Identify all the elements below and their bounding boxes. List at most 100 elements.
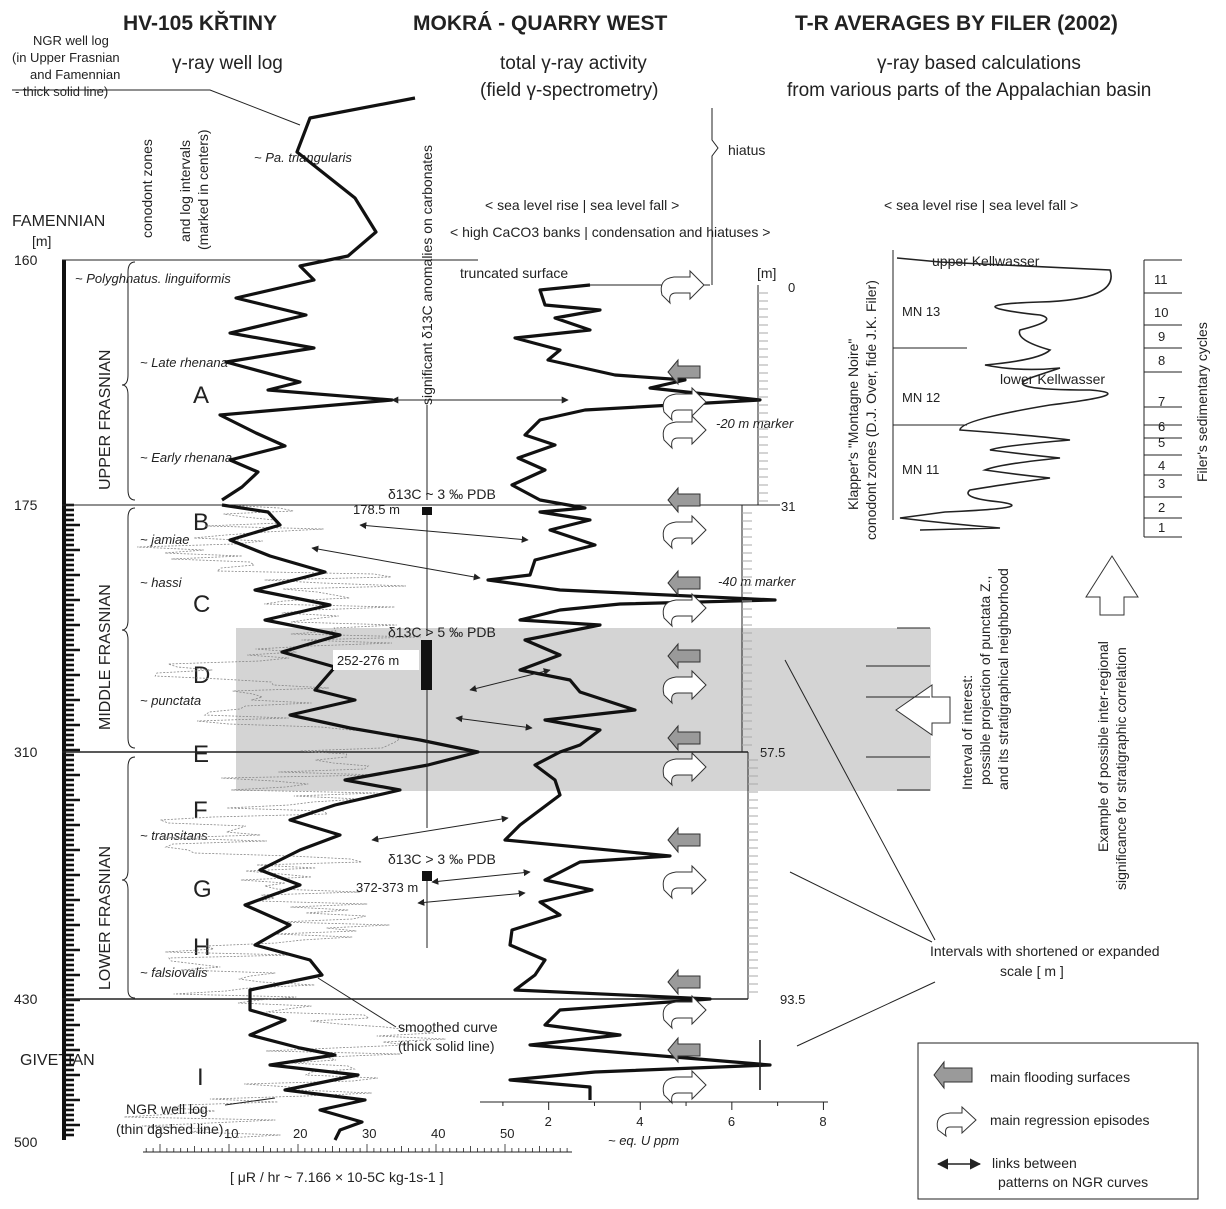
- x-axis-left-tick-label: 50: [500, 1126, 514, 1141]
- brace-lower-frasnian: [121, 756, 136, 999]
- subtitle-middle-1: total γ-ray activity: [500, 53, 647, 74]
- example-text-1: Example of possible inter-regional: [1095, 641, 1111, 852]
- cycle-label: 8: [1158, 353, 1165, 368]
- d13c-marker-mid: [421, 640, 432, 690]
- zone-transitans: ~ transitans: [140, 828, 208, 843]
- inter-regional-arrow: [1085, 555, 1139, 616]
- x-axis-left-tick-label: 20: [293, 1126, 307, 1141]
- klapper-label-1: Klapper's "Montagne Noire": [845, 339, 861, 510]
- interval-text-3: and its stratigraphical neighborhood: [995, 568, 1011, 790]
- depth-252-box: [333, 650, 419, 670]
- depth-bar-upper: [62, 260, 66, 505]
- ngr-note-top-3: and Famennian: [30, 67, 120, 82]
- depth-bar-ticks: [62, 503, 80, 1140]
- link-arrow-g1: [431, 869, 531, 885]
- legend-link-label-2: patterns on NGR curves: [998, 1174, 1148, 1190]
- x-axis-mid-tick-label: 2: [545, 1114, 552, 1129]
- x-axis-left-tick-label: 0: [155, 1126, 162, 1141]
- log-intervals-label-2: (marked in centers): [195, 129, 211, 250]
- flooding-surface-arrow: [667, 358, 701, 386]
- shortened-scale-text-2: scale [ m ]: [1000, 963, 1064, 979]
- legend-flood-icon: [933, 1060, 973, 1090]
- ngr-low-leader: [224, 1097, 276, 1106]
- x-axis-mid-tick-label: 8: [819, 1114, 826, 1129]
- zone-late-rhenana: ~ Late rhenana: [140, 355, 228, 370]
- zone-punctata: ~ punctata: [140, 693, 201, 708]
- ngr-note-leader: [12, 89, 301, 126]
- letter-f: F: [193, 797, 208, 824]
- filer-cycles-label: Filer's sedimentary cycles: [1194, 322, 1210, 482]
- x-axis-left-label: [ μR / hr ~ 7.166 × 10-5C kg-1s-1 ]: [230, 1169, 444, 1185]
- flood-regression-arrows: [660, 269, 707, 1105]
- shortened-leader-3: [796, 981, 936, 1047]
- upper-kellwasser-label: upper Kellwasser: [932, 253, 1040, 269]
- flooding-surface-arrow: [667, 724, 701, 752]
- mn-13: MN 13: [902, 304, 940, 319]
- band-ticks: [866, 627, 930, 791]
- regression-arrow: [662, 592, 707, 628]
- x-axis-left-tick-label: 40: [431, 1126, 445, 1141]
- cycle-label: 10: [1154, 305, 1168, 320]
- sea-level-mid: < sea level rise | sea level fall >: [485, 197, 679, 213]
- flooding-surface-arrow: [667, 486, 701, 514]
- flooding-surface-arrow: [667, 642, 701, 670]
- link-arrow-d2: [455, 715, 533, 731]
- stage-lower-frasnian: LOWER FRASNIAN: [97, 846, 114, 990]
- link-arrow-g2: [417, 890, 526, 906]
- mn-11: MN 11: [902, 462, 939, 477]
- smoothed-curve-note-2: (thick solid line): [398, 1038, 494, 1054]
- depth-175: 175: [14, 497, 38, 513]
- cycle-label: 7: [1158, 394, 1165, 409]
- letter-i: I: [197, 1064, 204, 1091]
- letter-g: G: [193, 876, 212, 903]
- x-axis-mid-ticks: 2 4 6 8: [502, 1102, 827, 1129]
- marker-40m: -40 m marker: [718, 574, 796, 589]
- d13c-3-top-label: δ13C ~ 3 ‰ PDB: [388, 486, 496, 502]
- depth-430: 430: [14, 991, 38, 1007]
- regression-arrow: [662, 386, 707, 422]
- flooding-surface-arrow: [667, 569, 701, 597]
- subtitle-right-2: from various parts of the Appalachian ba…: [787, 80, 1151, 101]
- letter-h: H: [193, 934, 210, 961]
- legend-regr-icon: [936, 1105, 977, 1138]
- example-text-2: significance for stratigraphic correlati…: [1113, 647, 1129, 890]
- x-axis-mid-tick-label: 6: [728, 1114, 735, 1129]
- x-axis-mid-label: ~ eq. U ppm: [608, 1133, 679, 1148]
- regression-arrow: [662, 751, 707, 787]
- cycle-label: 4: [1158, 458, 1165, 473]
- legend-flood-label: main flooding surfaces: [990, 1069, 1130, 1085]
- cycle-label: 6: [1158, 419, 1165, 434]
- klapper-label-2: conodont zones (D.J. Over, fide J.K. Fil…: [863, 280, 879, 540]
- brace-middle-frasnian: [121, 507, 136, 749]
- log-intervals-label-1: and log intervals: [177, 140, 193, 242]
- shortened-scale-text-1: Intervals with shortened or expanded: [930, 943, 1160, 959]
- zone-hassi: ~ hassi: [140, 575, 183, 590]
- ngr-note-top-2: (in Upper Frasnian: [12, 50, 120, 65]
- x-axis-mid-tick-label: 4: [636, 1114, 643, 1129]
- stage-upper-frasnian: UPPER FRASNIAN: [97, 350, 114, 490]
- flooding-surface-arrow: [667, 1036, 701, 1064]
- smoothed-curve-note-1: smoothed curve: [398, 1019, 498, 1035]
- legend-link-label-1: links between: [992, 1155, 1077, 1171]
- letter-b: B: [193, 509, 209, 536]
- x-axis-left-ticks: 0 10 20 30 40 50: [145, 1126, 568, 1152]
- depth-310: 310: [14, 744, 38, 760]
- shortened-leader-2: [789, 871, 933, 943]
- interval-text-1: Interval of interest:: [959, 675, 975, 790]
- depth-252-label: 252-276 m: [337, 653, 399, 668]
- smoothed-curve-leader: [317, 977, 397, 1028]
- d13c-marker-low: [422, 871, 432, 881]
- zone-falsiovalis: ~ falsiovalis: [140, 965, 208, 980]
- ngr-note-top-4: - thick solid line): [15, 84, 108, 99]
- ngr-smoothed-curve-lower: [221, 503, 480, 1141]
- cycle-label: 3: [1158, 476, 1165, 491]
- ngr-note-low-2: (thin dashed line): [116, 1121, 223, 1137]
- header-right: T-R AVERAGES BY FILER (2002): [795, 12, 1118, 35]
- legend-regr-label: main regression episodes: [990, 1112, 1150, 1128]
- brace-upper-frasnian: [121, 261, 136, 501]
- ngr-thick-curve-upper: [218, 96, 416, 502]
- stage-middle-frasnian: MIDDLE FRASNIAN: [97, 584, 114, 730]
- depth-372-label: 372-373 m: [356, 880, 418, 895]
